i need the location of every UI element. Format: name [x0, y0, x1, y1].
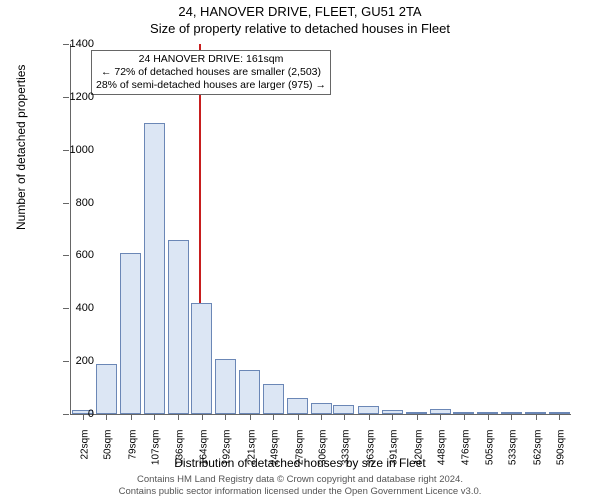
x-tick	[154, 414, 155, 420]
y-tick-label: 200	[76, 355, 94, 367]
histogram-bar	[144, 123, 165, 414]
x-tick	[225, 414, 226, 420]
x-tick	[392, 414, 393, 420]
y-tick	[63, 414, 69, 415]
y-tick	[63, 361, 69, 362]
histogram-bar	[333, 405, 354, 414]
y-tick	[63, 203, 69, 204]
footer-line-2: Contains public sector information licen…	[0, 486, 600, 498]
histogram-bar	[311, 403, 332, 414]
x-tick	[488, 414, 489, 420]
y-tick	[63, 308, 69, 309]
x-tick-label: 562sqm	[532, 430, 543, 476]
annotation-line-1: 24 HANOVER DRIVE: 161sqm	[96, 53, 326, 66]
x-tick-label: 192sqm	[222, 430, 233, 476]
x-tick	[440, 414, 441, 420]
footer: Contains HM Land Registry data © Crown c…	[0, 474, 600, 498]
x-tick	[106, 414, 107, 420]
x-tick-label: 221sqm	[246, 430, 257, 476]
y-tick	[63, 44, 69, 45]
x-tick	[273, 414, 274, 420]
x-tick-label: 448sqm	[437, 430, 448, 476]
annotation-box: 24 HANOVER DRIVE: 161sqm ← 72% of detach…	[91, 50, 331, 95]
x-tick	[417, 414, 418, 420]
y-tick-label: 1000	[70, 144, 94, 156]
x-tick-label: 278sqm	[294, 430, 305, 476]
title-line-1: 24, HANOVER DRIVE, FLEET, GU51 2TA	[0, 4, 600, 21]
y-tick-label: 1400	[70, 38, 94, 50]
histogram-bar	[96, 364, 117, 414]
x-tick-label: 363sqm	[365, 430, 376, 476]
x-tick	[369, 414, 370, 420]
x-tick	[131, 414, 132, 420]
x-tick-label: 136sqm	[175, 430, 186, 476]
x-tick-label: 420sqm	[413, 430, 424, 476]
chart-title-block: 24, HANOVER DRIVE, FLEET, GU51 2TA Size …	[0, 0, 600, 38]
y-tick-label: 0	[88, 408, 94, 420]
y-tick	[63, 255, 69, 256]
x-tick	[250, 414, 251, 420]
y-tick	[63, 150, 69, 151]
y-tick	[63, 97, 69, 98]
x-tick	[178, 414, 179, 420]
histogram-bar	[263, 384, 284, 414]
histogram-bar	[358, 406, 379, 414]
histogram-bar	[191, 303, 212, 414]
histogram-bar	[120, 253, 141, 414]
x-tick	[83, 414, 84, 420]
x-tick	[559, 414, 560, 420]
footer-line-1: Contains HM Land Registry data © Crown c…	[0, 474, 600, 486]
x-tick	[202, 414, 203, 420]
x-tick-label: 249sqm	[270, 430, 281, 476]
x-tick-label: 505sqm	[484, 430, 495, 476]
x-tick-label: 306sqm	[318, 430, 329, 476]
x-tick-label: 79sqm	[127, 430, 138, 476]
y-axis-title: Number of detached properties	[14, 65, 28, 230]
x-tick-label: 391sqm	[389, 430, 400, 476]
histogram-bar	[215, 359, 236, 415]
annotation-line-2: ← 72% of detached houses are smaller (2,…	[96, 66, 326, 79]
histogram-bar	[287, 398, 308, 414]
x-tick	[511, 414, 512, 420]
x-tick	[298, 414, 299, 420]
x-tick-label: 333sqm	[340, 430, 351, 476]
x-tick-label: 50sqm	[103, 430, 114, 476]
x-tick-label: 22sqm	[79, 430, 90, 476]
y-tick-label: 600	[76, 249, 94, 261]
x-tick	[344, 414, 345, 420]
annotation-line-3: 28% of semi-detached houses are larger (…	[96, 79, 326, 92]
y-tick-label: 400	[76, 302, 94, 314]
x-tick-label: 107sqm	[151, 430, 162, 476]
x-tick-label: 590sqm	[556, 430, 567, 476]
histogram-bar	[239, 370, 260, 414]
x-tick-label: 476sqm	[460, 430, 471, 476]
histogram-bar	[168, 240, 189, 414]
plot-area: 24 HANOVER DRIVE: 161sqm ← 72% of detach…	[70, 44, 571, 415]
x-tick	[536, 414, 537, 420]
title-line-2: Size of property relative to detached ho…	[0, 21, 600, 38]
x-tick-label: 533sqm	[508, 430, 519, 476]
chart-area: 24 HANOVER DRIVE: 161sqm ← 72% of detach…	[70, 44, 570, 414]
x-tick-label: 164sqm	[198, 430, 209, 476]
y-tick-label: 800	[76, 197, 94, 209]
x-tick	[464, 414, 465, 420]
y-tick-label: 1200	[70, 91, 94, 103]
x-tick	[321, 414, 322, 420]
